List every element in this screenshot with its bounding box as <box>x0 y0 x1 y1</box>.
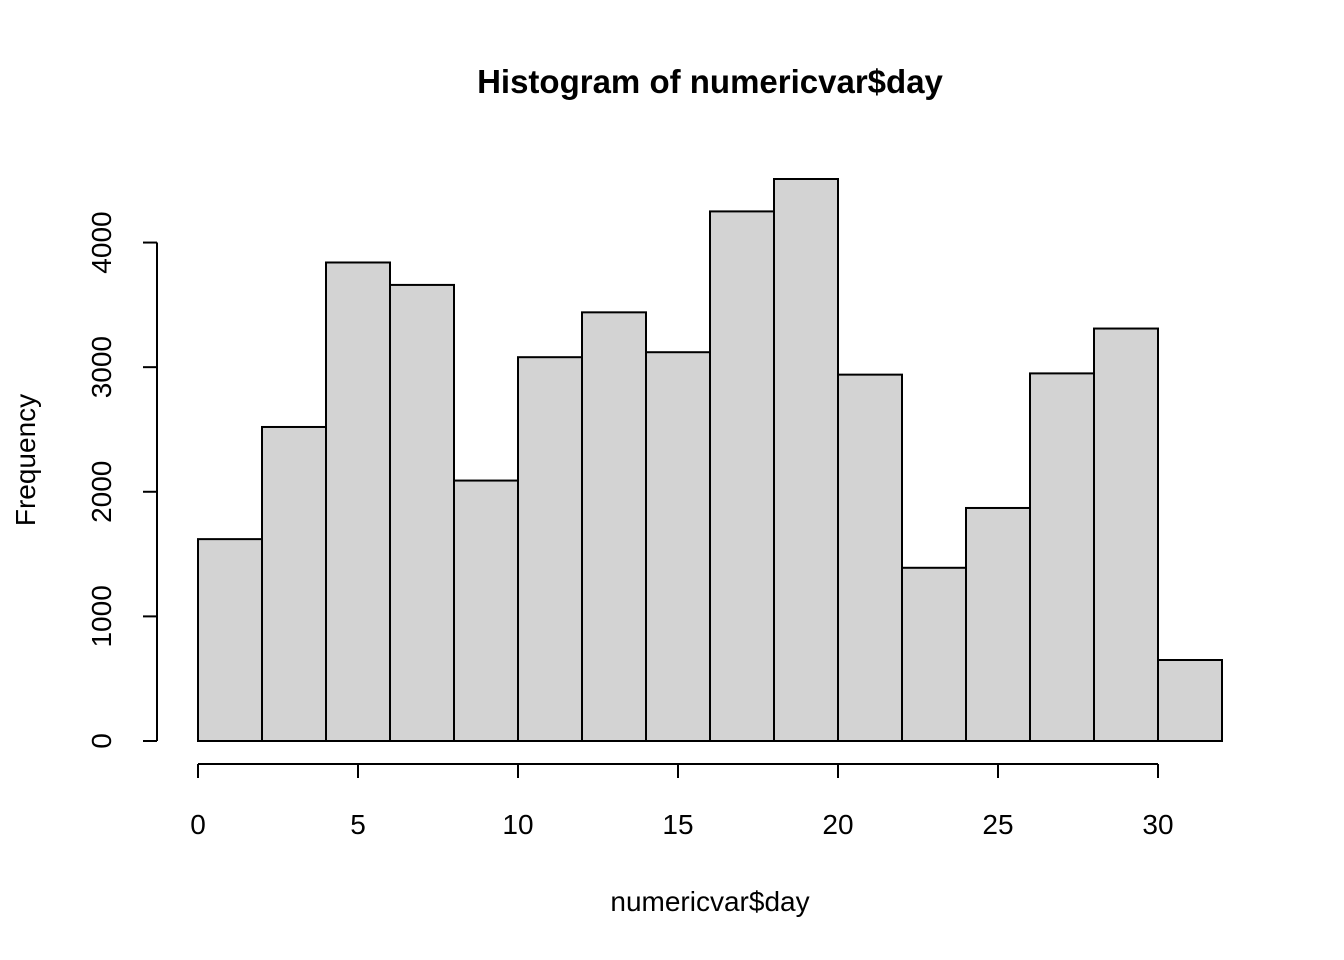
histogram-bar <box>837 373 903 742</box>
x-tick-label: 20 <box>822 809 853 840</box>
histogram-bar <box>261 425 327 742</box>
histogram-bar <box>581 311 647 742</box>
histogram-bar <box>453 479 519 742</box>
chart-title: Histogram of numericvar$day <box>477 63 943 100</box>
bars-group <box>197 178 1223 743</box>
x-tick-label: 30 <box>1142 809 1173 840</box>
histogram-bar <box>965 506 1031 742</box>
y-axis-label: Frequency <box>10 394 41 526</box>
histogram-bar <box>517 356 583 742</box>
y-tick-label: 2000 <box>86 461 117 523</box>
y-tick-label: 3000 <box>86 336 117 398</box>
histogram-bar <box>709 210 775 742</box>
histogram-bar <box>901 566 967 743</box>
x-tick-label: 5 <box>350 809 366 840</box>
x-axis: 0 5 10 15 20 25 30 <box>190 763 1174 840</box>
histogram-bar <box>1093 327 1159 742</box>
histogram-bar <box>773 178 839 742</box>
y-axis: 0 1000 2000 3000 4000 <box>86 211 158 749</box>
histogram-bar <box>197 538 263 742</box>
x-tick-label: 15 <box>662 809 693 840</box>
y-tick-label: 0 <box>86 733 117 749</box>
x-axis-label: numericvar$day <box>610 886 809 917</box>
y-tick-label: 1000 <box>86 585 117 647</box>
x-tick-label: 10 <box>502 809 533 840</box>
x-tick-label: 25 <box>982 809 1013 840</box>
histogram-bar <box>1029 372 1095 742</box>
histogram-bar <box>645 351 711 742</box>
x-tick-label: 0 <box>190 809 206 840</box>
histogram-bar <box>325 261 391 742</box>
histogram-bar <box>1157 659 1223 742</box>
histogram-bar <box>389 283 455 742</box>
y-tick-label: 4000 <box>86 211 117 273</box>
